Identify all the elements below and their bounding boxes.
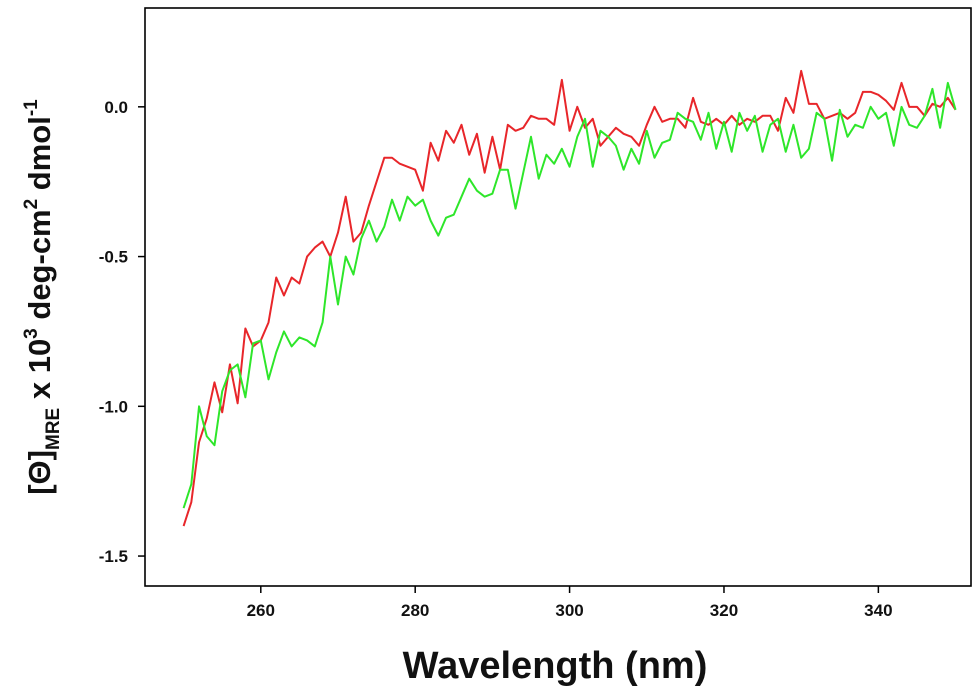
y-tick-label: -1.0 xyxy=(99,397,128,416)
y-axis-title-subscript: MRE xyxy=(43,408,64,450)
y-tick-label: -0.5 xyxy=(99,248,128,267)
series-1-line xyxy=(182,69,957,527)
x-tick-label: 260 xyxy=(247,601,275,620)
y-axis-title-sup1: 3 xyxy=(21,328,42,339)
series-2 xyxy=(182,81,957,509)
x-tick-label: 300 xyxy=(555,601,583,620)
y-axis-title-part1: x 10 xyxy=(22,339,57,408)
y-axis-title-part3: dmol xyxy=(22,116,57,199)
x-tick-label: 280 xyxy=(401,601,429,620)
x-tick-label: 340 xyxy=(864,601,892,620)
series-layer xyxy=(182,69,957,527)
plot-frame xyxy=(144,7,972,587)
series-2-line xyxy=(182,81,957,509)
y-axis-ticks: 0.0 -0.5 -1.0 -1.5 xyxy=(99,98,145,566)
y-axis-title: [Θ]MRE x 103 deg-cm2 dmol-1 xyxy=(21,99,64,495)
y-axis-title-prefix: [Θ] xyxy=(22,450,57,495)
y-axis-title-part2: deg-cm xyxy=(22,209,57,328)
x-tick-label: 320 xyxy=(710,601,738,620)
y-tick-label: -1.5 xyxy=(99,547,128,566)
x-axis-ticks: 260 280 300 320 340 xyxy=(247,586,893,620)
y-tick-label: 0.0 xyxy=(104,98,128,117)
y-axis-title-sup2: 2 xyxy=(21,199,42,210)
y-axis-title-sup3: -1 xyxy=(21,99,42,116)
series-1 xyxy=(182,69,957,527)
x-axis-title: Wavelength (nm) xyxy=(403,645,708,687)
